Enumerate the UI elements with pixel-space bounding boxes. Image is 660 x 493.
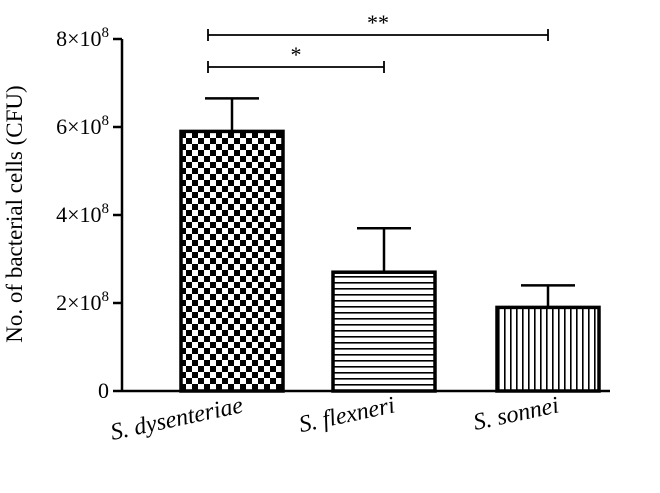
y-tick-label: 4×108 bbox=[56, 201, 109, 227]
bar-3 bbox=[495, 305, 601, 393]
y-tick-label: 2×108 bbox=[56, 289, 109, 315]
sig-label: ** bbox=[367, 10, 389, 35]
significance-brackets: *** bbox=[207, 10, 549, 73]
y-tick-label: 0 bbox=[98, 378, 109, 403]
y-tick-label: 6×108 bbox=[56, 113, 109, 139]
x-category-label: S. dysenteriae bbox=[108, 392, 245, 445]
bar-1 bbox=[179, 129, 285, 393]
y-tick-label: 8×108 bbox=[56, 25, 109, 51]
x-category-label: S. sonnei bbox=[471, 392, 561, 435]
sig-label: * bbox=[291, 42, 302, 67]
bar-2 bbox=[331, 270, 437, 393]
x-category-label: S. flexneri bbox=[297, 392, 398, 438]
bars: S. dysenteriae S. flexneri S. sonnei bbox=[108, 97, 601, 446]
y-axis-title: No. of bacterial cells (CFU) bbox=[2, 85, 27, 342]
